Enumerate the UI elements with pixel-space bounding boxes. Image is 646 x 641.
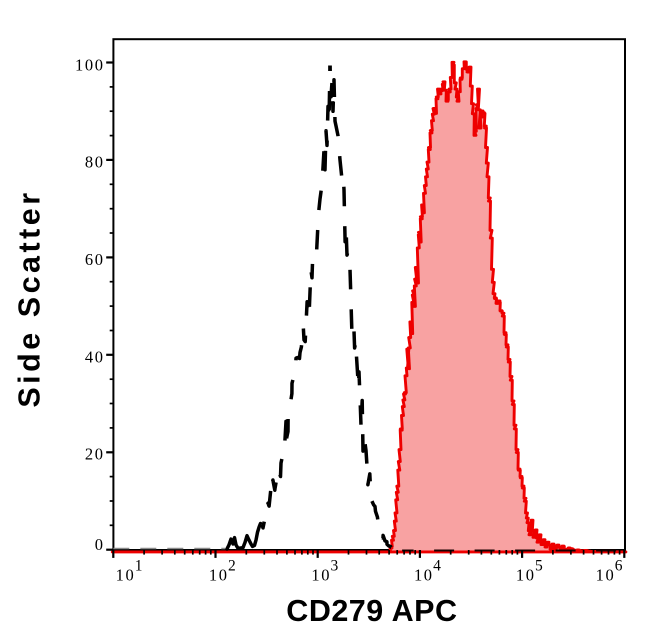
svg-text:2: 2: [228, 557, 236, 574]
svg-text:4: 4: [433, 557, 441, 574]
svg-text:40: 40: [85, 347, 105, 366]
svg-text:10: 10: [311, 566, 331, 585]
svg-text:CD279 APC: CD279 APC: [286, 594, 457, 628]
svg-text:10: 10: [516, 566, 536, 585]
svg-text:3: 3: [331, 557, 339, 574]
svg-text:80: 80: [85, 153, 105, 172]
svg-text:6: 6: [615, 557, 623, 574]
svg-text:Side Scatter: Side Scatter: [13, 189, 47, 407]
svg-text:10: 10: [414, 566, 434, 585]
svg-text:20: 20: [85, 445, 105, 464]
svg-text:1: 1: [135, 557, 143, 574]
svg-text:10: 10: [596, 566, 616, 585]
svg-text:100: 100: [75, 56, 105, 75]
svg-text:0: 0: [95, 535, 105, 554]
svg-text:60: 60: [85, 250, 105, 269]
svg-text:10: 10: [209, 566, 229, 585]
svg-text:10: 10: [116, 566, 136, 585]
svg-text:5: 5: [535, 557, 543, 574]
